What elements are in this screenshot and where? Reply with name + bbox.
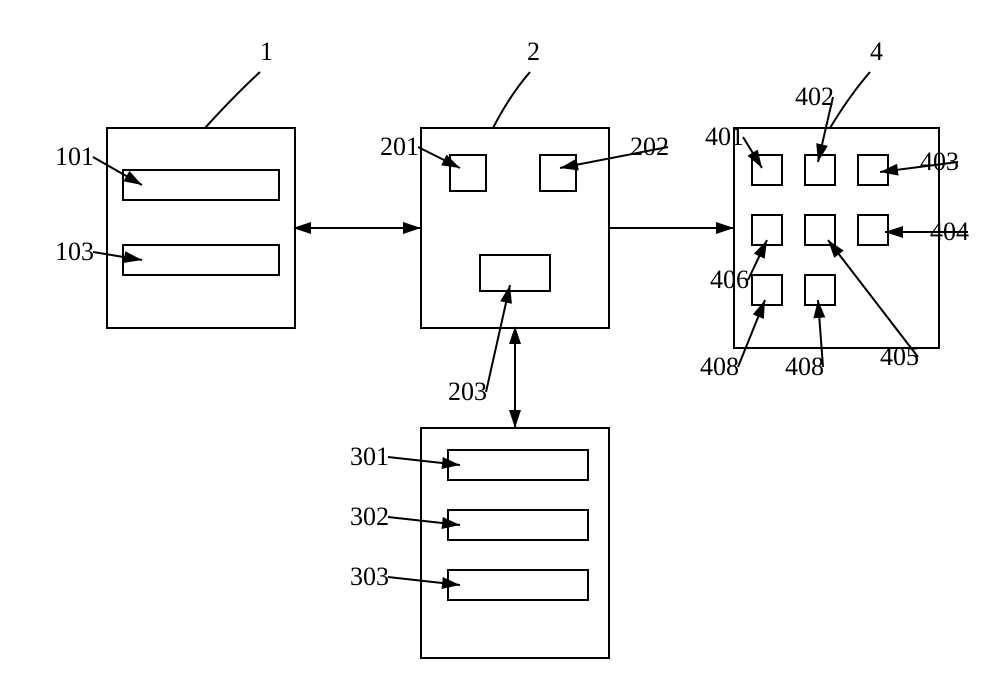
ref-label: 401	[705, 122, 744, 151]
block-b3	[421, 428, 609, 658]
ref-label: 302	[350, 502, 389, 531]
block-label: 2	[527, 37, 540, 66]
inner-303	[448, 570, 588, 600]
ref-label: 408	[785, 352, 824, 381]
ref-label: 101	[55, 142, 94, 171]
leader-curve	[493, 72, 530, 128]
inner-408a	[752, 275, 782, 305]
inner-402	[805, 155, 835, 185]
diagram-canvas: 1 2 4 101 103 201 202 203 301 302 303 401 402 403 404 4…	[0, 0, 1000, 684]
leader-line	[388, 577, 460, 585]
leader-line	[738, 300, 765, 367]
inner-201	[450, 155, 486, 191]
inner-202	[540, 155, 576, 191]
leader-curve	[205, 72, 260, 128]
block-label: 1	[260, 37, 273, 66]
leader-line	[93, 252, 142, 260]
inner-403	[858, 155, 888, 185]
block-b1	[107, 128, 295, 328]
ref-label: 408	[700, 352, 739, 381]
inner-408b	[805, 275, 835, 305]
leader-line	[828, 240, 918, 357]
ref-label: 202	[630, 132, 669, 161]
ref-label: 406	[710, 265, 749, 294]
leader-line	[388, 457, 460, 465]
inner-101	[123, 170, 279, 200]
inner-405	[805, 215, 835, 245]
leader-line	[486, 285, 510, 392]
inner-302	[448, 510, 588, 540]
leader-line	[388, 517, 460, 525]
ref-label: 404	[930, 217, 969, 246]
inner-404	[858, 215, 888, 245]
ref-label: 403	[920, 147, 959, 176]
block-b4	[734, 128, 939, 348]
ref-label: 103	[55, 237, 94, 266]
ref-label: 301	[350, 442, 389, 471]
ref-label: 303	[350, 562, 389, 591]
ref-label: 402	[795, 82, 834, 111]
ref-label: 405	[880, 342, 919, 371]
ref-label: 203	[448, 377, 487, 406]
leader-curve	[830, 72, 870, 128]
leader-line	[418, 147, 460, 168]
ref-label: 201	[380, 132, 419, 161]
inner-301	[448, 450, 588, 480]
inner-103	[123, 245, 279, 275]
inner-203	[480, 255, 550, 291]
block-label: 4	[870, 37, 883, 66]
